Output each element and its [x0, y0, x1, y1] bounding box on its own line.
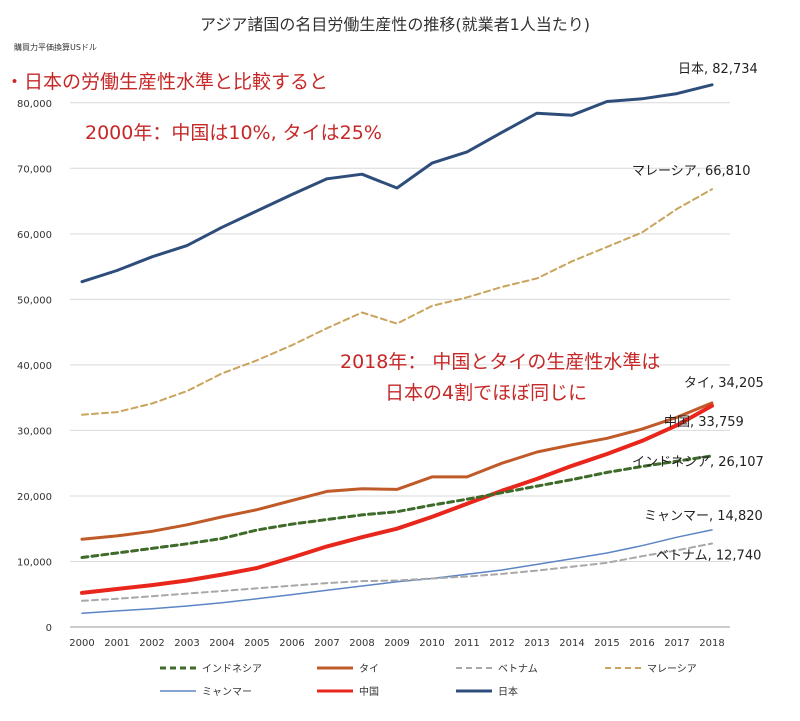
annotation-4: 日本の4割でほぼ同じに — [385, 382, 587, 404]
end-label: 日本, 82,734 — [678, 62, 758, 77]
y-tick-label: 50,000 — [17, 295, 52, 306]
x-tick-label: 2000 — [69, 638, 94, 649]
series-line-5 — [81, 529, 713, 614]
x-tick-label: 2005 — [244, 638, 269, 649]
annotation-1: ・日本の労働生産性水準と比較すると — [5, 71, 328, 93]
end-label: インドネシア, 26,107 — [632, 455, 764, 470]
x-tick-label: 2013 — [524, 638, 549, 649]
series-line-4 — [80, 454, 714, 559]
x-tick-label: 2006 — [279, 638, 304, 649]
y-tick-label: 30,000 — [17, 426, 52, 437]
legend-label: 中国 — [359, 685, 379, 698]
series-line-0 — [80, 83, 714, 284]
legend-label: インドネシア — [202, 663, 262, 675]
axes: 0 10,000 20,000 30,000 40,000 50,000 60,000 70,… — [17, 99, 725, 649]
end-label: ベトナム, 12,740 — [656, 549, 761, 564]
x-tick-label: 2011 — [454, 638, 479, 649]
x-tick-label: 2016 — [629, 638, 654, 649]
x-tick-label: 2009 — [384, 638, 409, 649]
x-tick-label: 2001 — [104, 638, 129, 649]
x-tick-label: 2012 — [489, 638, 514, 649]
series-line-3 — [80, 403, 714, 595]
y-tick-label: 20,000 — [17, 492, 52, 503]
x-tick-label: 2007 — [314, 638, 339, 649]
y-tick-label: 70,000 — [17, 164, 52, 175]
x-tick-label: 2008 — [349, 638, 374, 649]
y-tick-label: 80,000 — [17, 99, 52, 110]
end-label: マレーシア, 66,810 — [632, 164, 751, 179]
x-tick-label: 2014 — [559, 638, 584, 649]
end-label: タイ, 34,205 — [684, 376, 764, 391]
x-tick-label: 2002 — [139, 638, 164, 649]
y-tick-label: 60,000 — [17, 230, 52, 241]
series-lines — [80, 83, 714, 614]
x-tick-label: 2015 — [594, 638, 619, 649]
end-labels: 日本, 82,734 マレーシア, 66,810 タイ, 34,205 中国, 33,… — [632, 62, 764, 564]
y-tick-label: 10,000 — [17, 557, 52, 568]
x-tick-label: 2018 — [699, 638, 724, 649]
legend-label: ミャンマー — [202, 687, 252, 698]
chart-title: アジア諸国の名目労働生産性の推移(就業者1人当たり) — [200, 15, 590, 34]
series-line-6 — [81, 542, 713, 602]
legend-label: 日本 — [498, 685, 518, 698]
x-tick-label: 2010 — [419, 638, 444, 649]
annotation-3: 2018年： 中国とタイの生産性水準は — [340, 351, 660, 373]
legend-label: ベトナム — [498, 663, 538, 675]
legend-label: タイ — [359, 663, 379, 675]
x-tick-label: 2003 — [174, 638, 199, 649]
end-label: ミャンマー, 14,820 — [644, 509, 763, 524]
grid — [70, 102, 730, 628]
y-tick-label: 40,000 — [17, 361, 52, 372]
y-tick-label: 0 — [46, 623, 52, 634]
series-line-2 — [80, 401, 714, 541]
annotations: ・日本の労働生産性水準と比較すると 2000年：中国は10%, タイは25% 2… — [5, 71, 660, 404]
legend-label: マレーシア — [647, 664, 697, 675]
series-line-1 — [81, 188, 713, 416]
x-tick-label: 2017 — [664, 638, 689, 649]
unit-label: 購買力平価換算USドル — [14, 42, 97, 52]
end-label: 中国, 33,759 — [664, 415, 744, 430]
x-tick-label: 2004 — [209, 638, 234, 649]
annotation-2: 2000年：中国は10%, タイは25% — [85, 122, 382, 144]
